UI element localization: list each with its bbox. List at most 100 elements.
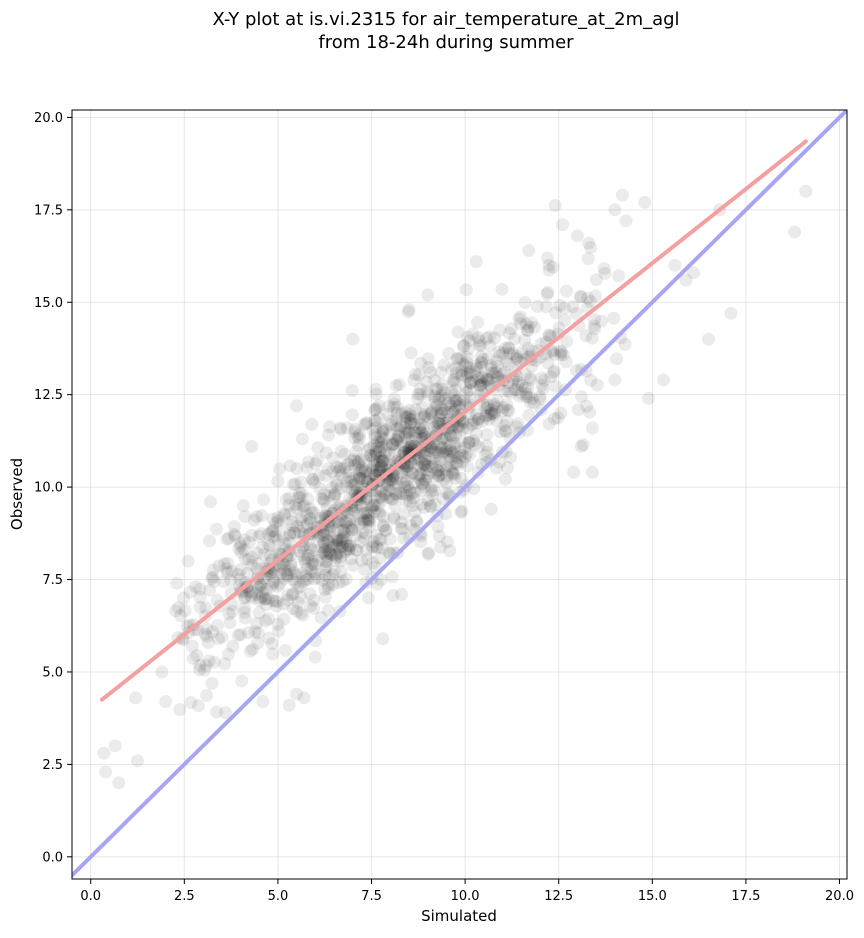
data-point bbox=[429, 382, 443, 396]
data-point bbox=[303, 541, 317, 555]
data-point bbox=[319, 543, 332, 557]
data-point bbox=[279, 493, 293, 506]
data-point bbox=[668, 258, 682, 272]
data-point bbox=[217, 575, 231, 589]
data-point bbox=[438, 392, 452, 406]
data-point bbox=[485, 407, 499, 420]
data-point bbox=[315, 573, 329, 587]
data-point bbox=[357, 531, 371, 545]
data-point bbox=[382, 399, 396, 413]
data-point bbox=[238, 533, 251, 547]
data-point bbox=[358, 472, 372, 486]
data-point bbox=[326, 537, 340, 551]
data-point bbox=[374, 458, 388, 472]
data-point bbox=[445, 362, 459, 376]
data-point bbox=[400, 474, 414, 488]
data-point bbox=[615, 188, 629, 202]
data-point bbox=[256, 540, 270, 554]
data-point bbox=[237, 543, 251, 557]
data-point bbox=[248, 625, 262, 639]
data-point bbox=[463, 365, 477, 379]
data-point bbox=[269, 599, 283, 613]
data-point bbox=[362, 515, 376, 529]
data-point bbox=[454, 351, 468, 365]
data-point bbox=[303, 512, 317, 525]
data-point bbox=[537, 373, 551, 387]
data-point bbox=[358, 562, 372, 576]
data-point bbox=[412, 452, 426, 466]
data-point bbox=[424, 441, 438, 455]
data-point bbox=[283, 459, 297, 473]
data-point bbox=[433, 409, 447, 423]
data-point bbox=[316, 546, 330, 560]
data-point bbox=[231, 567, 245, 581]
data-point bbox=[405, 438, 419, 452]
x-tick-label: 5.0 bbox=[268, 889, 289, 904]
data-point bbox=[439, 431, 453, 445]
data-point bbox=[549, 379, 563, 393]
data-point bbox=[548, 199, 562, 212]
data-point bbox=[489, 366, 503, 380]
data-point bbox=[450, 352, 464, 366]
data-point bbox=[343, 539, 356, 553]
data-point bbox=[278, 564, 292, 578]
data-point bbox=[407, 373, 421, 387]
data-point bbox=[131, 754, 144, 768]
data-point bbox=[501, 461, 514, 475]
data-point bbox=[366, 556, 380, 570]
data-point bbox=[322, 544, 336, 558]
data-point bbox=[342, 543, 356, 556]
data-point bbox=[351, 429, 365, 443]
data-point bbox=[343, 539, 357, 553]
data-point bbox=[389, 418, 403, 432]
data-point bbox=[498, 424, 512, 437]
data-point bbox=[333, 546, 347, 560]
data-point bbox=[432, 393, 446, 407]
data-point bbox=[434, 467, 448, 481]
data-point bbox=[428, 373, 441, 387]
data-point bbox=[434, 406, 448, 420]
data-point bbox=[422, 546, 435, 560]
data-point bbox=[521, 381, 535, 395]
data-point bbox=[490, 413, 503, 427]
data-point bbox=[455, 504, 469, 518]
data-point bbox=[279, 644, 292, 657]
data-point bbox=[374, 450, 387, 464]
data-point bbox=[331, 522, 344, 536]
data-point bbox=[293, 544, 307, 558]
data-point bbox=[263, 549, 277, 563]
data-point bbox=[395, 522, 409, 536]
data-point bbox=[542, 263, 556, 277]
data-point bbox=[462, 436, 476, 450]
data-point bbox=[398, 405, 412, 419]
data-point bbox=[378, 488, 392, 502]
data-point bbox=[468, 365, 482, 379]
data-point bbox=[269, 529, 283, 543]
data-point bbox=[401, 305, 415, 319]
data-point bbox=[512, 312, 526, 326]
data-point bbox=[317, 492, 331, 506]
data-point bbox=[533, 392, 547, 406]
data-point bbox=[443, 439, 457, 452]
data-point bbox=[405, 466, 419, 480]
data-point bbox=[247, 513, 261, 527]
data-point bbox=[440, 398, 454, 412]
data-point bbox=[471, 331, 485, 345]
data-point bbox=[395, 466, 409, 480]
data-point bbox=[523, 395, 537, 409]
data-point bbox=[333, 542, 347, 555]
data-point bbox=[221, 556, 235, 570]
data-point bbox=[432, 469, 446, 483]
data-point bbox=[321, 462, 335, 476]
data-point bbox=[431, 417, 445, 430]
data-point bbox=[250, 616, 264, 630]
data-point bbox=[457, 357, 471, 371]
data-point bbox=[378, 479, 392, 493]
data-point bbox=[387, 392, 401, 406]
data-point bbox=[318, 544, 332, 558]
data-point bbox=[521, 390, 535, 404]
data-point bbox=[408, 485, 422, 499]
data-point bbox=[508, 332, 521, 346]
data-point bbox=[475, 377, 489, 391]
data-point bbox=[205, 572, 219, 586]
